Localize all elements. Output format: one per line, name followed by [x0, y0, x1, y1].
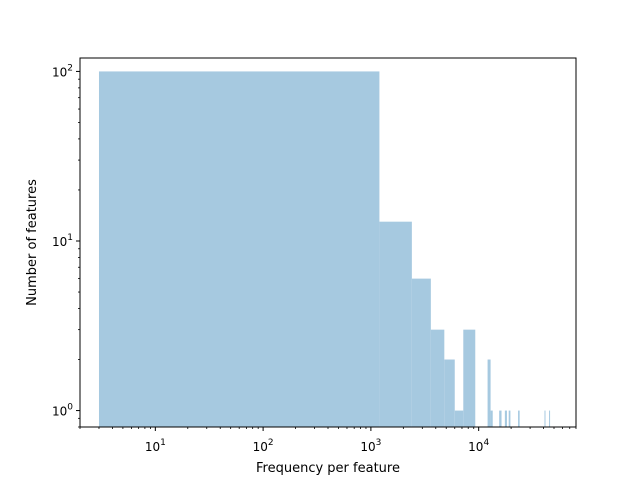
histogram-bar: [454, 410, 464, 427]
x-axis-label: Frequency per feature: [256, 461, 400, 476]
x-tick-label: 104: [468, 438, 489, 454]
x-major-ticks: 101 102 103 104: [145, 427, 489, 454]
histogram-bar: [518, 410, 520, 427]
histogram-bar: [504, 410, 507, 427]
histogram-bar: [430, 329, 445, 427]
y-major-ticks: 100 101 102: [52, 63, 80, 419]
x-minor-ticks: [79, 427, 577, 429]
histogram-bar: [444, 359, 455, 427]
x-tick-label: 101: [145, 438, 166, 454]
histogram-bar: [463, 329, 476, 427]
histogram-bar: [490, 410, 493, 427]
axes-frame: [79, 57, 577, 428]
histogram-bar: [379, 221, 412, 427]
histogram-bar: [98, 71, 380, 428]
y-axis-label: Number of features: [25, 179, 40, 306]
histogram-bar: [499, 410, 502, 427]
y-tick-label: 101: [52, 233, 73, 249]
y-tick-label: 100: [52, 403, 73, 419]
histogram-bars: [98, 71, 551, 428]
y-tick-label: 102: [52, 63, 73, 79]
histogram-bar: [544, 410, 546, 427]
histogram-bar: [411, 278, 431, 427]
histogram-bar: [508, 410, 511, 427]
histogram-bar: [487, 359, 491, 427]
histogram-bar: [549, 410, 551, 427]
x-tick-label: 103: [360, 438, 381, 454]
x-tick-label: 102: [253, 438, 274, 454]
